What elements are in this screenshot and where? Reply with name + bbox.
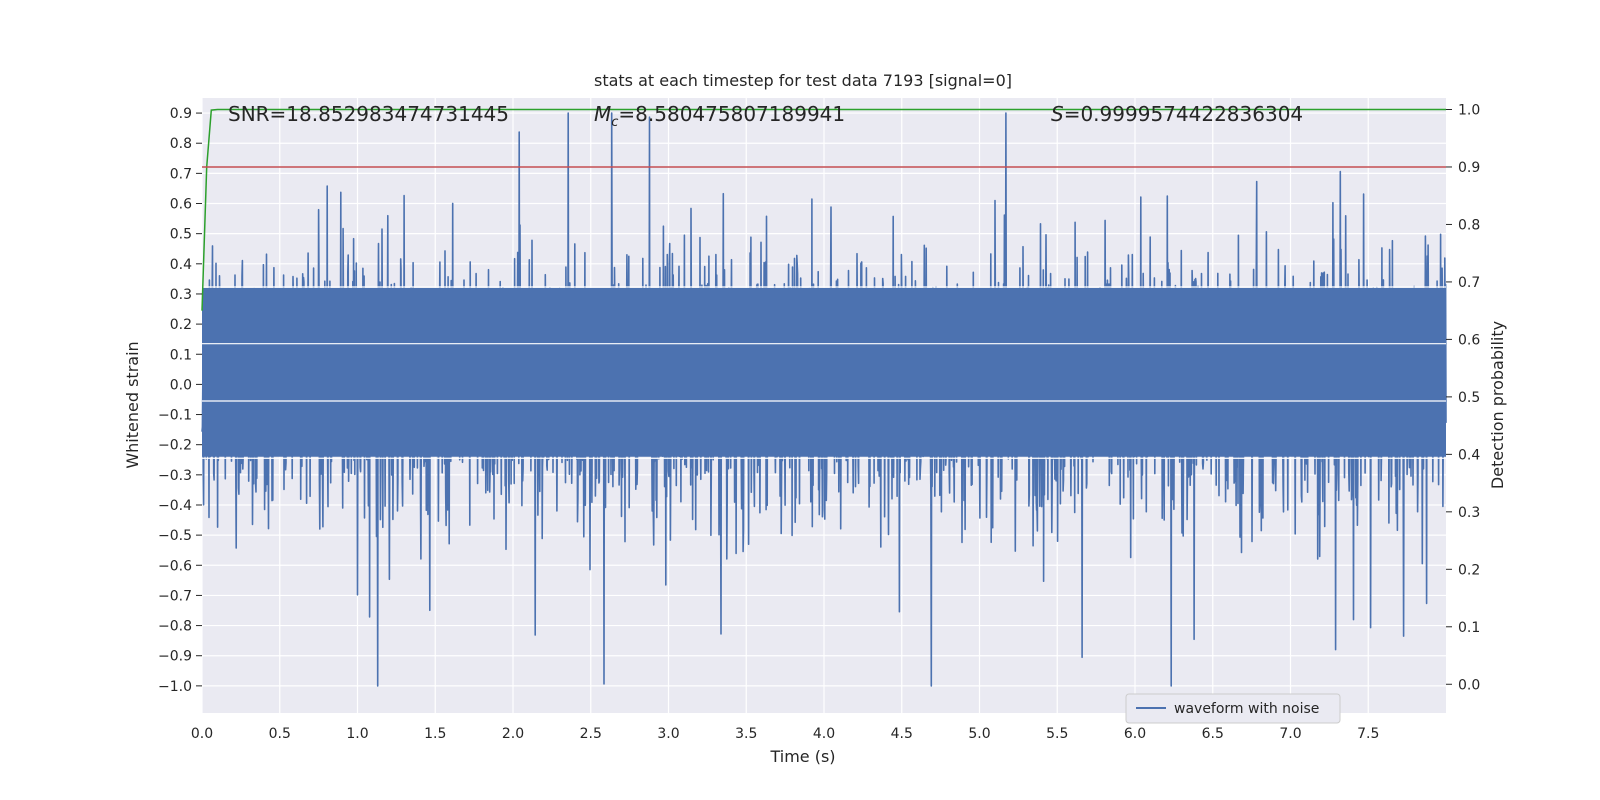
right-y-tick-label: 0.1 xyxy=(1458,620,1480,636)
legend-box xyxy=(1125,693,1341,724)
chirp-mass-subscript: c xyxy=(611,115,618,130)
left-y-tick-label: −0.8 xyxy=(158,619,192,635)
left-y-tick-label: 0.2 xyxy=(170,317,192,333)
x-tick-label: 7.0 xyxy=(1279,726,1301,742)
x-tick-label: 3.0 xyxy=(657,726,679,742)
right-y-tick-label: 0.2 xyxy=(1458,562,1480,578)
left-y-tick-label: 0.1 xyxy=(170,347,192,363)
x-tick-label: 2.0 xyxy=(502,726,524,742)
left-y-tick-label: −0.5 xyxy=(158,528,192,544)
x-tick-label: 6.5 xyxy=(1202,726,1224,742)
left-y-tick-label: −0.3 xyxy=(158,468,192,484)
waveform-series xyxy=(201,112,1447,687)
x-tick-label: 0.0 xyxy=(191,726,213,742)
x-tick-label: 5.0 xyxy=(968,726,990,742)
left-y-tick-label: 0.0 xyxy=(170,377,192,393)
x-tick-label: 4.5 xyxy=(891,726,913,742)
detection-probability-line xyxy=(201,108,1446,311)
right-y-tick-label: 0.9 xyxy=(1458,160,1480,176)
significance-value: =0.9999574422836304 xyxy=(1064,102,1303,126)
significance-annotation: S=0.9999574422836304 xyxy=(1051,102,1303,126)
left-y-tick-label: −1.0 xyxy=(158,679,192,695)
left-y-tick-label: 0.5 xyxy=(170,227,192,243)
chirp-mass-symbol: M xyxy=(594,102,611,126)
left-y-tick-label: 0.3 xyxy=(170,287,192,303)
left-y-tick-label: −0.4 xyxy=(158,498,192,514)
right-y-axis-ticks: 1.0 0.9 0.8 0.7 0.6 0.5 0.4 0.3 0.2 0.1 0.0 xyxy=(1446,102,1480,693)
left-y-tick-label: 0.4 xyxy=(170,257,192,273)
x-tick-label: 4.0 xyxy=(813,726,835,742)
left-y-tick-label: −0.1 xyxy=(158,408,192,424)
right-y-tick-label: 0.4 xyxy=(1458,447,1480,463)
x-tick-label: 0.5 xyxy=(269,726,291,742)
right-y-tick-label: 0.6 xyxy=(1458,332,1480,348)
left-y-tick-label: −0.9 xyxy=(158,649,192,665)
x-tick-label: 6.0 xyxy=(1124,726,1146,742)
significance-symbol: S xyxy=(1051,102,1064,126)
right-y-tick-label: 0.8 xyxy=(1458,217,1480,233)
left-y-axis-label: Whitened strain xyxy=(123,341,142,468)
left-y-tick-label: 0.8 xyxy=(170,136,192,152)
right-y-axis-label: Detection probability xyxy=(1488,321,1507,489)
left-y-tick-label: −0.7 xyxy=(158,588,192,604)
x-tick-label: 3.5 xyxy=(735,726,757,742)
x-tick-label: 2.5 xyxy=(580,726,602,742)
left-y-tick-label: 0.7 xyxy=(170,166,192,182)
x-tick-label: 5.5 xyxy=(1046,726,1068,742)
right-y-tick-label: 0.0 xyxy=(1458,677,1480,693)
x-axis-ticks: 0.0 0.5 1.0 1.5 2.0 2.5 3.0 3.5 4.0 4.5 5.0 5.5 6.0 6… xyxy=(191,726,1380,742)
chart-title: stats at each timestep for test data 719… xyxy=(594,71,1012,90)
legend: waveform with noise xyxy=(1125,693,1341,724)
left-y-axis-ticks: 0.9 0.8 0.7 0.6 0.5 0.4 0.3 0.2 0.1 0.0 −0.1 −0.2 −0… xyxy=(158,106,202,695)
left-y-tick-label: 0.6 xyxy=(170,197,192,213)
chirp-mass-annotation: Mc=8.580475807189941 xyxy=(594,102,845,130)
x-tick-label: 1.0 xyxy=(346,726,368,742)
legend-label: waveform with noise xyxy=(1174,701,1319,717)
left-y-tick-label: 0.9 xyxy=(170,106,192,122)
probability-series xyxy=(201,108,1446,311)
right-y-tick-label: 0.3 xyxy=(1458,505,1480,521)
chirp-mass-value: =8.580475807189941 xyxy=(618,102,845,126)
waveform-core xyxy=(202,287,1446,457)
right-y-tick-label: 0.7 xyxy=(1458,275,1480,291)
left-y-tick-label: −0.6 xyxy=(158,558,192,574)
right-y-tick-label: 0.5 xyxy=(1458,390,1480,406)
x-tick-label: 7.5 xyxy=(1357,726,1379,742)
left-y-tick-label: −0.2 xyxy=(158,438,192,454)
right-y-tick-label: 1.0 xyxy=(1458,102,1480,118)
snr-annotation: SNR=18.852983474731445 xyxy=(228,102,509,126)
x-axis-label: Time (s) xyxy=(769,747,835,766)
x-tick-label: 1.5 xyxy=(424,726,446,742)
